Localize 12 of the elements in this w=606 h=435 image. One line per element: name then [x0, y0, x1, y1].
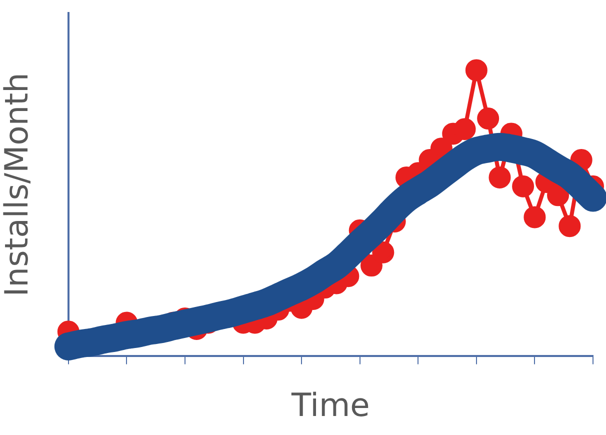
point [360, 254, 382, 277]
point [558, 215, 581, 238]
point [547, 184, 570, 206]
point [488, 166, 511, 188]
point [524, 206, 546, 228]
point [465, 59, 488, 82]
point [454, 118, 476, 140]
x-axis-title: Time [290, 386, 370, 424]
point [477, 108, 500, 130]
point [512, 175, 534, 198]
point [372, 241, 394, 264]
y-axis-title: Installs/Month [0, 72, 36, 297]
